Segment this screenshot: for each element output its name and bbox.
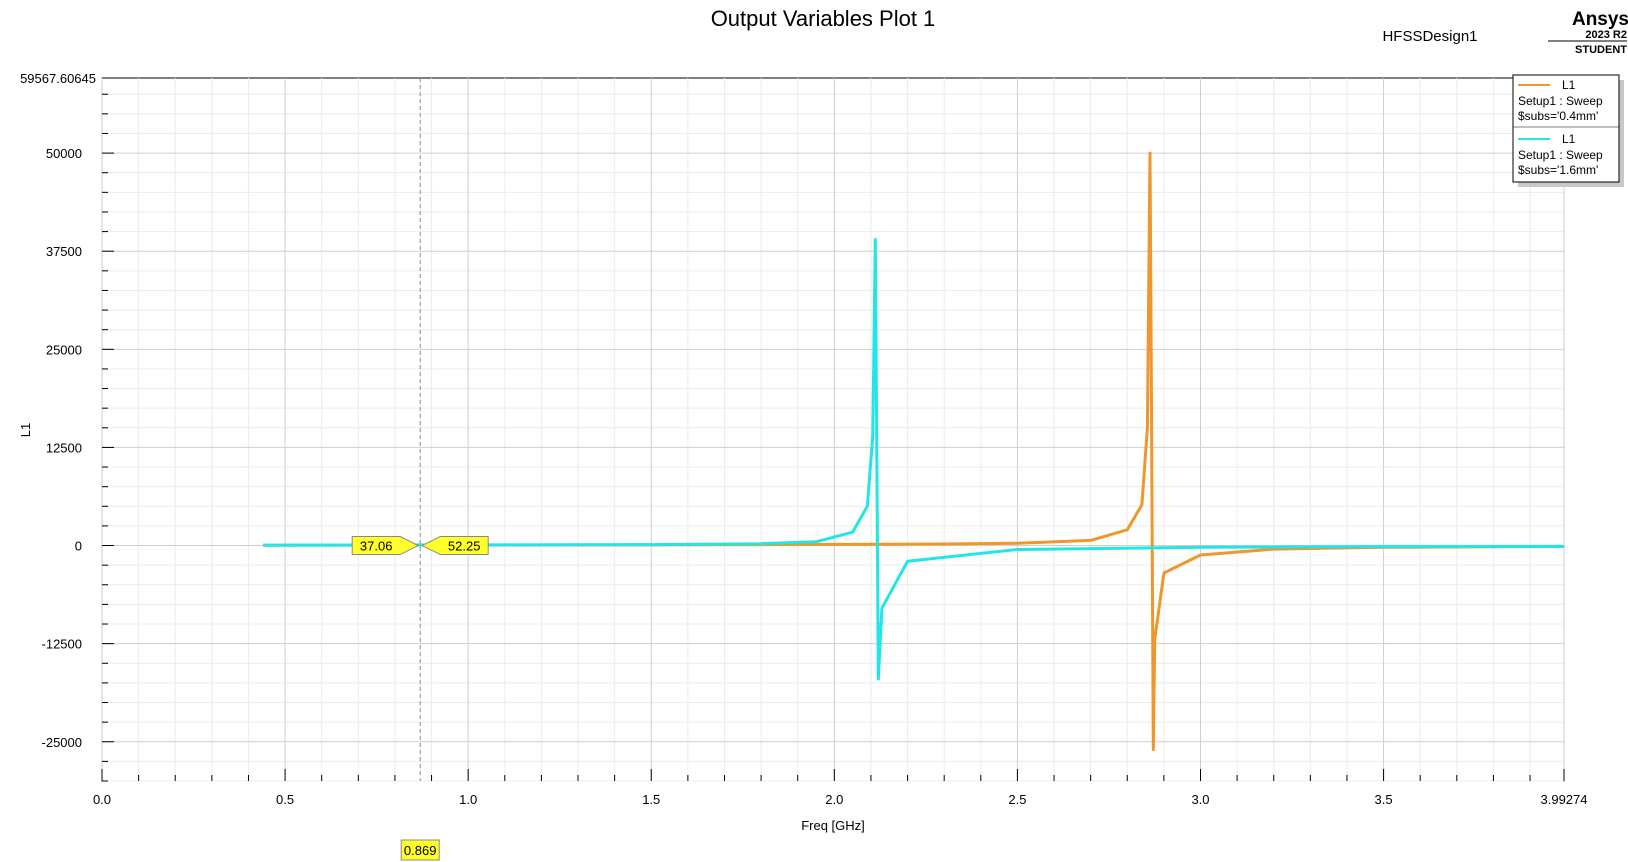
y-tick-labels: 50000 37500 25000 12500 0 -12500 -25000 [42, 146, 82, 750]
design-name: HFSSDesign1 [1382, 28, 1477, 45]
x-tick-label: 3.99274 [1541, 792, 1588, 807]
legend-series-param-1: $subs='0.4mm' [1518, 109, 1598, 123]
plot-area[interactable] [101, 77, 1565, 782]
legend-series-setup-1: Setup1 : Sweep [1518, 94, 1603, 108]
series-line-2[interactable] [263, 237, 1565, 681]
series-layer [263, 151, 1565, 752]
ansys-brand: Ansys [1572, 9, 1628, 30]
y-tick-label: -25000 [42, 735, 82, 750]
marker-x-box [400, 839, 440, 861]
chart-title: Output Variables Plot 1 [711, 6, 936, 31]
y-tick-label: 0 [75, 539, 82, 554]
marker-value-tag-1 [351, 536, 420, 556]
legend-series-name-2: L1 [1562, 132, 1576, 146]
x-tick-label: 2.5 [1008, 792, 1026, 807]
marker-layer[interactable]: 0.869 37.06 52.25 [351, 78, 489, 861]
x-tick-label: 3.5 [1375, 792, 1393, 807]
legend[interactable]: L1 Setup1 : Sweep $subs='0.4mm' L1 Setup… [1512, 74, 1624, 187]
x-tick-label: 1.0 [459, 792, 477, 807]
axis-ticks [101, 93, 1565, 782]
minor-grid [102, 78, 1564, 782]
y-max-label: 59567.60645 [20, 71, 96, 86]
x-tick-label: 2.0 [825, 792, 843, 807]
marker-value-1: 37.06 [360, 539, 393, 554]
ansys-version: 2023 R2 [1585, 29, 1627, 41]
y-tick-label: 37500 [46, 244, 82, 259]
legend-entry-2[interactable]: L1 Setup1 : Sweep $subs='1.6mm' [1518, 132, 1603, 177]
legend-box [1512, 74, 1620, 183]
ansys-edition: STUDENT [1575, 44, 1627, 56]
x-tick-label: 0.5 [276, 792, 294, 807]
legend-series-name-1: L1 [1562, 78, 1576, 92]
marker-value-tag-2 [421, 536, 489, 556]
major-grid [101, 78, 1565, 781]
x-tick-label: 0.0 [93, 792, 111, 807]
y-tick-label: 12500 [46, 440, 82, 455]
x-tick-labels: 0.0 0.5 1.0 1.5 2.0 2.5 3.0 3.5 3.99274 [93, 792, 1588, 807]
ansys-logo: Ansys 2023 R2 STUDENT [1548, 9, 1628, 56]
x-tick-label: 3.0 [1191, 792, 1209, 807]
series-line-1[interactable] [263, 151, 1565, 752]
y-tick-label: -12500 [42, 637, 82, 652]
x-axis-label: Freq [GHz] [801, 818, 865, 833]
marker-value-2: 52.25 [448, 539, 481, 554]
marker-x-label: 0.869 [404, 843, 437, 858]
x-tick-label: 1.5 [642, 792, 660, 807]
y-axis-label: L1 [18, 423, 33, 437]
y-tick-label: 50000 [46, 146, 82, 161]
y-tick-label: 25000 [46, 342, 82, 357]
legend-series-setup-2: Setup1 : Sweep [1518, 148, 1603, 162]
legend-series-param-2: $subs='1.6mm' [1518, 163, 1598, 177]
legend-entry-1[interactable]: L1 Setup1 : Sweep $subs='0.4mm' [1518, 78, 1603, 123]
